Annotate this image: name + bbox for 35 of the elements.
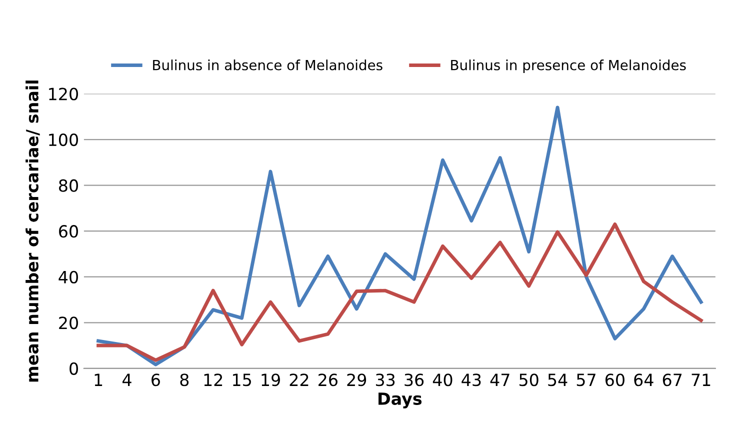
y-tick-label: 0 — [70, 362, 78, 375]
y-tick-label: 20 — [59, 316, 78, 330]
x-tick-label: 22 — [290, 374, 308, 386]
x-tick-label: 12 — [204, 374, 222, 386]
x-tick-label: 33 — [376, 374, 395, 386]
x-tick-label: 57 — [576, 374, 596, 386]
x-tick-label: 71 — [692, 374, 710, 386]
x-tick-label: 19 — [262, 374, 280, 386]
y-tick-label: 100 — [49, 133, 78, 146]
x-tick-label: 43 — [462, 374, 481, 386]
x-tick-label: 29 — [347, 374, 366, 386]
x-tick-label: 50 — [520, 374, 538, 386]
y-tick-label: 80 — [59, 179, 78, 192]
x-tick-label: 4 — [122, 374, 132, 386]
x-tick-label: 54 — [548, 374, 568, 386]
x-tick-label: 47 — [490, 374, 510, 386]
x-tick-label: 36 — [404, 374, 424, 386]
x-tick-label: 60 — [606, 374, 624, 386]
y-tick-label: 60 — [59, 225, 78, 238]
x-tick-label: 1 — [94, 374, 102, 386]
x-tick-label: 67 — [662, 374, 682, 386]
y-tick-label: 40 — [58, 270, 78, 284]
line-series — [96, 106, 703, 366]
line-series — [96, 222, 703, 362]
x-tick-label: 15 — [233, 374, 251, 386]
x-tick-label: 6 — [152, 374, 160, 386]
y-tick-label: 120 — [49, 88, 78, 100]
x-tick-label: 8 — [180, 374, 189, 386]
x-tick-label: 26 — [318, 374, 338, 386]
legend-label: Bulinus in presence of Melanoides — [451, 60, 686, 73]
legend-label: Bulinus in absence of Melanoides — [153, 60, 382, 70]
x-tick-label: 64 — [634, 374, 654, 386]
y-axis-title: mean number of cercariae/ snail — [26, 80, 40, 382]
x-tick-label: 40 — [432, 374, 452, 386]
x-axis-title: Days — [378, 392, 422, 408]
